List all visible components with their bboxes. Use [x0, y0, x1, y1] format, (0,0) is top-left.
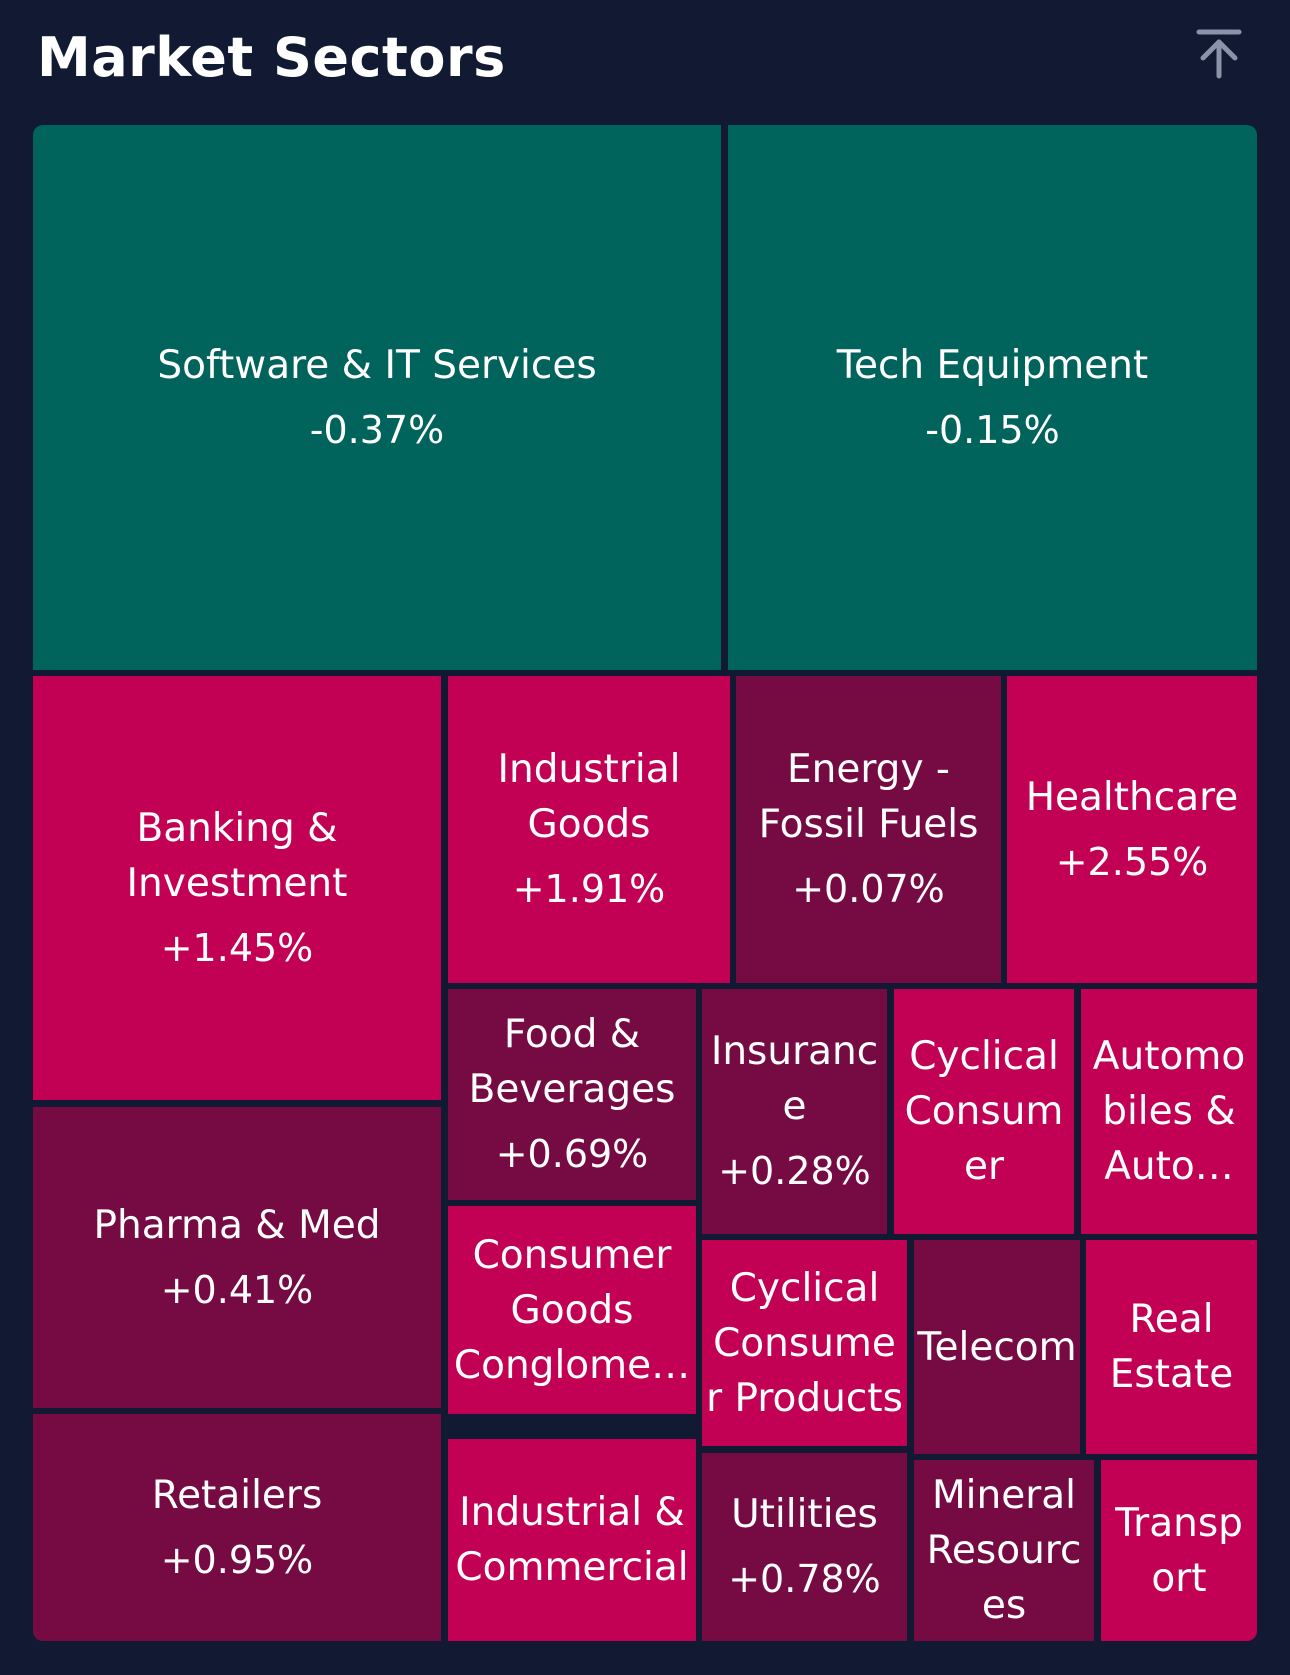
sector-tile-mineral-resources[interactable]: Mineral Resourc es — [914, 1460, 1094, 1641]
sector-name: Pharma & Med — [93, 1202, 381, 1248]
sector-tile-software-it-services[interactable]: Software & IT Services -0.37% — [33, 125, 721, 670]
sector-treemap: Software & IT Services -0.37% Tech Equipme… — [33, 125, 1257, 1641]
sector-name: Mineral Resourc es — [926, 1473, 1082, 1628]
sector-name: Utilities — [731, 1492, 878, 1537]
sector-name: Automo biles & Auto… — [1092, 1034, 1246, 1189]
sector-tile-cyclical-consumer-products[interactable]: Cyclical Consume r Products — [702, 1240, 907, 1446]
sector-name: Transp ort — [1115, 1500, 1243, 1601]
sector-name: Real Estate — [1109, 1297, 1234, 1397]
sector-tile-utilities[interactable]: Utilities +0.78% — [702, 1453, 907, 1641]
sector-name: Industrial & Commercial — [455, 1490, 689, 1590]
sector-tile-cyclical-consumer[interactable]: Cyclical Consum er — [894, 989, 1074, 1234]
sector-name: Industrial Goods — [497, 747, 681, 847]
sector-name: Energy - Fossil Fuels — [758, 747, 979, 847]
sector-tile-tech-equipment[interactable]: Tech Equipment -0.15% — [728, 125, 1257, 670]
sector-change: -0.37% — [309, 407, 445, 452]
sector-tile-real-estate[interactable]: Real Estate — [1086, 1240, 1257, 1454]
sector-name: Consumer Goods Conglome… — [453, 1232, 691, 1388]
sector-change: +0.95% — [160, 1537, 314, 1582]
sector-change: +0.69% — [495, 1132, 649, 1176]
sector-change: +0.28% — [718, 1149, 871, 1193]
sector-tile-industrial-commercial[interactable]: Industrial & Commercial — [448, 1439, 696, 1641]
scroll-to-top-button[interactable] — [1195, 28, 1243, 80]
sector-tile-pharma-med[interactable]: Pharma & Med +0.41% — [33, 1107, 441, 1408]
sector-tile-energy-fossil-fuels[interactable]: Energy - Fossil Fuels +0.07% — [736, 676, 1001, 983]
sector-tile-healthcare[interactable]: Healthcare +2.55% — [1007, 676, 1257, 983]
sector-name: Tech Equipment — [836, 342, 1149, 388]
sector-name: Software & IT Services — [157, 342, 597, 388]
sector-name: Food & Beverages — [468, 1012, 676, 1112]
sector-name: Banking & Investment — [126, 805, 348, 906]
arrow-up-to-top-icon — [1196, 29, 1242, 79]
sector-tile-transport[interactable]: Transp ort — [1101, 1460, 1257, 1641]
page-title: Market Sectors — [37, 26, 506, 89]
sector-tile-banking-investment[interactable]: Banking & Investment +1.45% — [33, 676, 441, 1100]
sector-name: Cyclical Consume r Products — [706, 1265, 903, 1421]
sector-tile-food-beverages[interactable]: Food & Beverages +0.69% — [448, 989, 696, 1200]
sector-change: -0.15% — [925, 407, 1060, 452]
sector-change: +2.55% — [1055, 839, 1209, 884]
sector-tile-insurance[interactable]: Insuranc e +0.28% — [702, 989, 887, 1234]
sector-tile-telecom[interactable]: Telecom — [914, 1240, 1080, 1454]
sector-name: Telecom — [917, 1324, 1077, 1370]
sector-change: +0.41% — [160, 1267, 314, 1312]
sector-tile-consumer-goods-conglomerates[interactable]: Consumer Goods Conglome… — [448, 1206, 696, 1414]
sector-tile-automobiles-auto[interactable]: Automo biles & Auto… — [1081, 989, 1257, 1234]
sector-change: +1.91% — [512, 867, 666, 911]
sector-tile-industrial-goods[interactable]: Industrial Goods +1.91% — [448, 676, 730, 983]
sector-tile-retailers[interactable]: Retailers +0.95% — [33, 1414, 441, 1641]
sector-change: +0.78% — [728, 1557, 881, 1601]
sector-change: +1.45% — [160, 925, 314, 970]
sector-name: Retailers — [151, 1472, 323, 1518]
sector-change: +0.07% — [792, 867, 945, 911]
sector-name: Cyclical Consum er — [904, 1034, 1064, 1189]
sector-name: Healthcare — [1025, 774, 1239, 820]
sector-name: Insuranc e — [710, 1029, 879, 1129]
